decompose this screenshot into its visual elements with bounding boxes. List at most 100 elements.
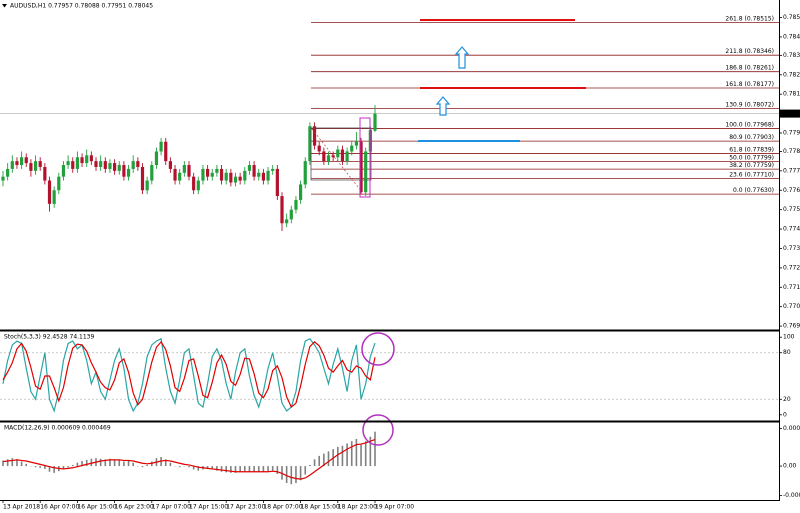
candle-body (266, 170, 270, 181)
candle-body (140, 166, 145, 191)
candle-body (85, 155, 89, 164)
macd-bar (364, 441, 367, 467)
y-tick-label: 0.77550 (783, 206, 800, 213)
candle-body (243, 170, 247, 181)
macd-bar (53, 466, 55, 473)
candle-body (20, 157, 24, 166)
y-tick-label: 0.00 (783, 463, 797, 470)
macd-bar (369, 436, 372, 467)
up-arrow (454, 46, 470, 69)
candle-body (326, 155, 331, 162)
fib-level-label: 161.8 (0.78177) (725, 81, 774, 88)
stoch-signal-line (2, 340, 376, 408)
candle-body (271, 168, 275, 171)
y-tick-label: 0.78245 (783, 71, 800, 78)
x-tick-label: 19 Apr 07:00 (375, 504, 414, 511)
macd-bar (164, 459, 167, 467)
macd-bar (304, 466, 307, 475)
macd-bar (146, 464, 148, 467)
macd-bar (253, 466, 255, 472)
candle-body (201, 168, 205, 181)
macd-bar (341, 445, 344, 467)
fib-level-label: 211.8 (0.78346) (725, 48, 774, 55)
macd-bar (178, 466, 181, 468)
y-tick-label: 0.77050 (783, 303, 800, 310)
candle-body (233, 176, 238, 183)
y-tick-label: 0.78145 (783, 91, 800, 98)
fib-level-label: 23.6 (0.77710) (729, 172, 774, 179)
fib-level-label: 61.8 (0.77839) (729, 147, 774, 154)
grid-layer: 0.78540 0.78440 0.78345 0.78245 0.78145 0.779… (0, 14, 800, 511)
macd-bar (127, 461, 130, 467)
macd-bar (374, 431, 376, 467)
candle-body (192, 176, 196, 191)
fib-level-label: 261.8 (0.78515) (725, 15, 774, 22)
candle-body (38, 161, 42, 167)
fib-level-label: 186.8 (0.78261) (725, 65, 774, 72)
candle-body (52, 190, 56, 204)
macd-bar (337, 446, 339, 467)
macd-bar (295, 466, 297, 484)
candle-body (317, 145, 321, 152)
y-tick-label: 20 (783, 396, 791, 403)
highlight-circle (362, 414, 394, 446)
current-price-label: 0.78045 (781, 110, 800, 117)
y-tick-label: 100 (783, 334, 795, 341)
candle-body (312, 126, 317, 146)
macd-bar (220, 466, 223, 472)
candle-body (285, 219, 289, 224)
y-tick-label: -0.000519 (783, 492, 800, 499)
candle-body (150, 165, 154, 181)
macd-bar (299, 466, 302, 481)
macd-bar (285, 466, 288, 484)
x-tick-label: 16 Apr 23:00 (115, 504, 154, 511)
candle-body (136, 161, 140, 167)
fib-level-label: 0.0 (0.77630) (733, 187, 774, 194)
candle-body (164, 141, 168, 162)
candle-body (219, 168, 224, 181)
candle-body (345, 151, 349, 162)
macd-bar (44, 466, 46, 469)
macd-bar (6, 459, 9, 467)
candle-body (331, 155, 335, 158)
candle-body (99, 161, 103, 167)
highlight-circle (361, 332, 395, 366)
candle-body (252, 165, 256, 177)
x-tick-label: 16 Apr 07:00 (40, 504, 79, 511)
macd-bar (216, 466, 218, 471)
candle-body (94, 161, 98, 167)
y-tick-label: 80 (783, 349, 791, 356)
y-tick-label: 0.78440 (783, 33, 800, 40)
y-tick-label: 0.77750 (783, 167, 800, 174)
macd-bar (99, 458, 102, 467)
symbol-menu-icon (2, 4, 7, 8)
y-tick-label: 0 (783, 411, 787, 418)
candle-body (108, 163, 112, 169)
macd-bar (90, 458, 93, 467)
macd-bar (309, 464, 311, 467)
macd-bar (188, 466, 190, 468)
up-arrow (435, 96, 451, 116)
y-tick-label: 0.78345 (783, 52, 800, 59)
macd-bar (290, 466, 293, 485)
macd-bar (123, 461, 125, 467)
macd-bar (234, 466, 237, 473)
macd-bar (169, 462, 172, 467)
macd-bar (132, 462, 134, 467)
candle-body (80, 157, 84, 164)
macd-bar (318, 455, 320, 467)
macd-bar (118, 460, 121, 467)
candle-body (187, 165, 191, 177)
candle-body (113, 163, 117, 171)
fib-level-label: 130.9 (0.78072) (725, 101, 774, 108)
x-tick-label: 17 Apr 23:00 (226, 504, 265, 511)
candle-body (103, 161, 107, 169)
macd-bar (76, 462, 79, 467)
x-tick-label: 18 Apr 23:00 (338, 504, 377, 511)
candle-body (159, 141, 163, 152)
macd-bar (85, 459, 88, 467)
candle-body (229, 172, 233, 183)
x-tick-label: 18 Apr 07:00 (263, 504, 302, 511)
